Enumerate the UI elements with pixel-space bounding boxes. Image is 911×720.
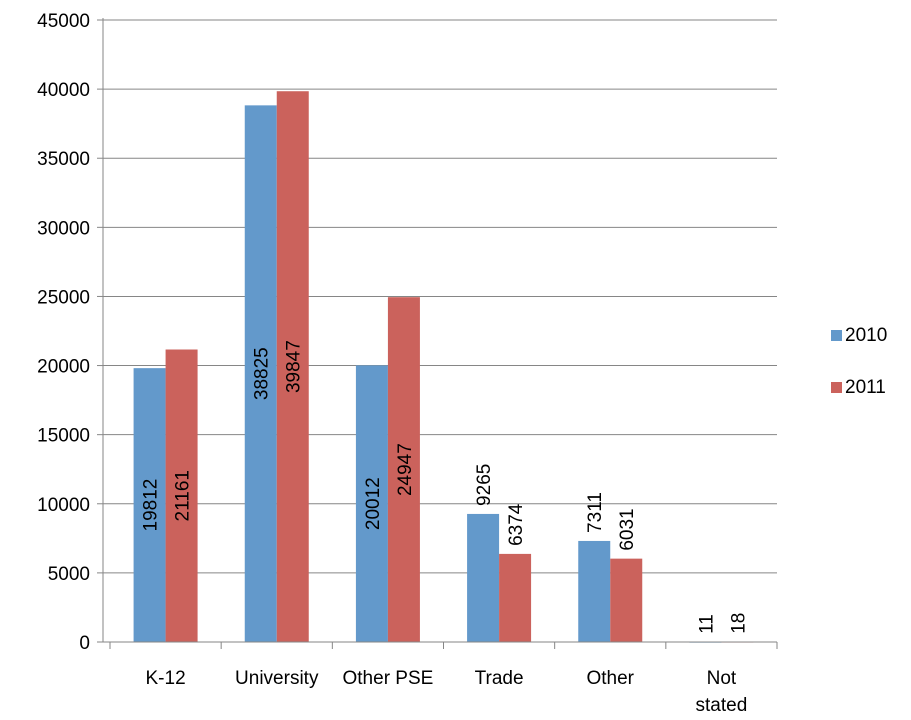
legend-label: 2011 [845, 377, 886, 398]
data-label: 24947 [395, 443, 416, 496]
x-axis-tick-labels: K-12 University Other PSE Trade Other Not stat… [146, 668, 748, 716]
y-tick-label: 5000 [48, 564, 90, 585]
legend-swatch-2010 [831, 330, 842, 341]
bar-2011-3 [499, 554, 531, 642]
bar-2010-3 [467, 514, 499, 642]
gridlines [103, 20, 777, 573]
bars [134, 91, 754, 642]
legend-label: 2010 [845, 325, 887, 346]
data-label: 11 [696, 614, 717, 634]
data-label: 18 [728, 613, 749, 634]
data-label: 9265 [474, 464, 495, 506]
y-tick-label: 40000 [37, 80, 90, 101]
y-tick-label: 10000 [37, 495, 90, 516]
data-label: 21161 [173, 470, 194, 521]
y-tick-label: 15000 [37, 426, 90, 447]
data-label: 6374 [506, 503, 527, 546]
data-label: 7311 [585, 492, 606, 533]
y-tick-label: 0 [79, 633, 90, 654]
y-axis-tick-labels: 0 5000 10000 15000 20000 25000 30000 35000 40000… [37, 11, 90, 654]
y-tick-label: 45000 [37, 11, 90, 32]
y-tick-label: 25000 [37, 287, 90, 308]
axes [97, 18, 777, 649]
x-tick-label: Other [586, 668, 634, 689]
bar-2010-4 [578, 541, 610, 642]
x-tick-label: University [235, 668, 319, 689]
x-tick-label: Not [707, 668, 737, 689]
data-label: 38825 [252, 347, 273, 400]
data-label: 20012 [363, 477, 384, 530]
x-tick-label: K-12 [146, 668, 186, 689]
y-tick-label: 35000 [37, 149, 90, 170]
y-tick-label: 20000 [37, 357, 90, 378]
data-labels: 19812 21161 38825 39847 20012 24947 9265 6374 73… [141, 340, 750, 634]
data-label: 6031 [617, 508, 638, 550]
data-label: 39847 [284, 340, 305, 393]
x-tick-label: Other PSE [343, 668, 434, 689]
legend: 2010 2011 [831, 325, 887, 398]
x-tick-label: Trade [475, 668, 524, 689]
x-tick-label: stated [696, 695, 748, 716]
y-tick-label: 30000 [37, 218, 90, 239]
bar-2011-4 [610, 559, 642, 642]
data-label: 19812 [141, 479, 162, 532]
legend-swatch-2011 [831, 382, 842, 393]
